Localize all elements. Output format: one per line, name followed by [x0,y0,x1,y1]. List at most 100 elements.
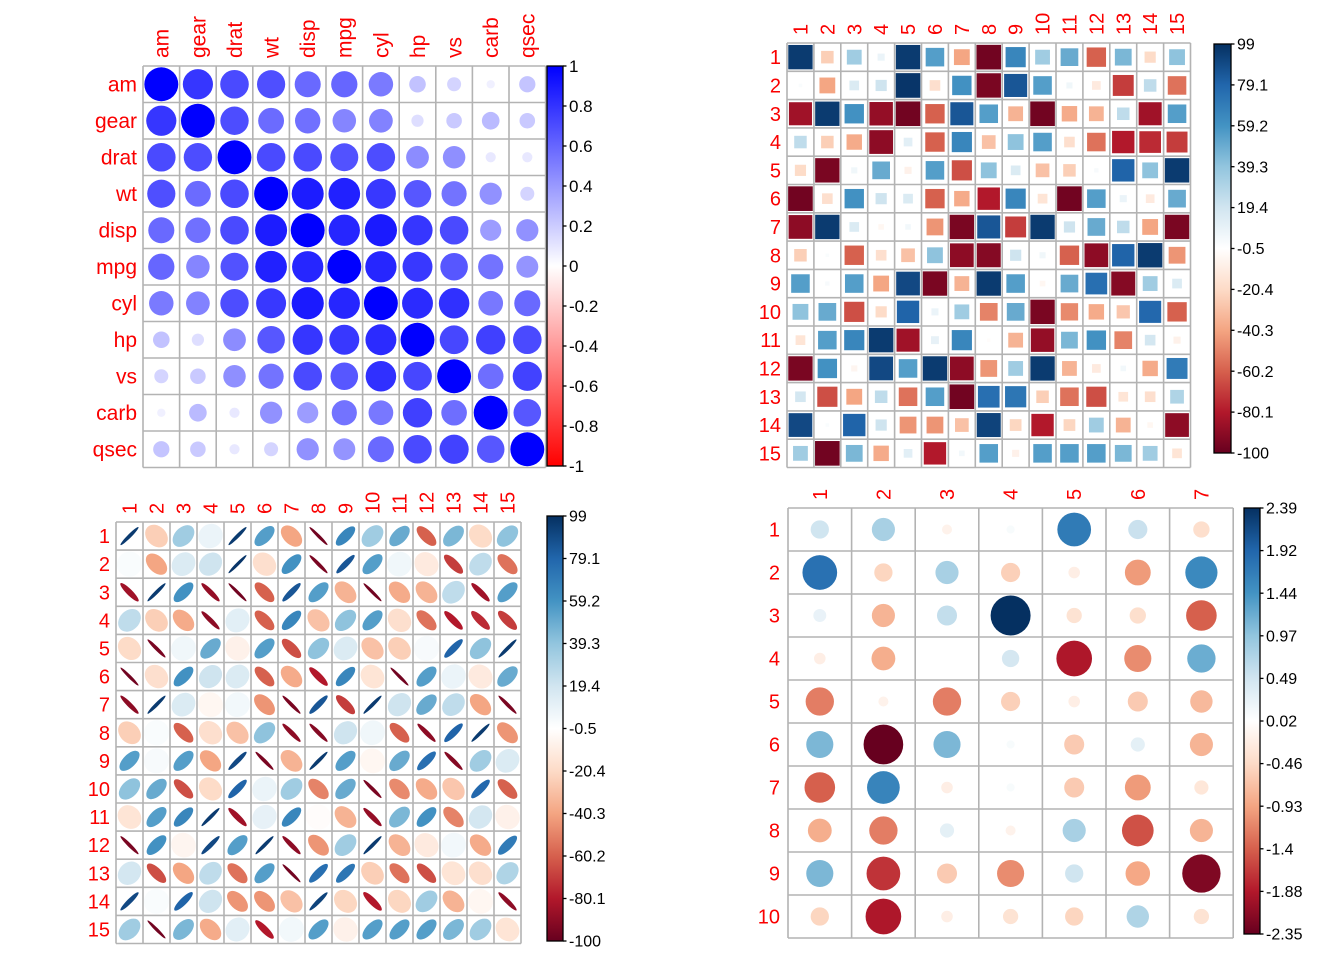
cell-ellipse [255,751,274,770]
cell-square [793,445,808,461]
cell-square [954,276,970,291]
cell-circle [217,140,252,175]
colorbar-tick-label: -1.4 [1266,841,1294,858]
cell-circle [865,898,902,935]
cell-square [1164,158,1190,183]
cell-ellipse [252,776,277,802]
cell-square [872,161,890,180]
cell-square [1088,304,1105,320]
col-label: 9 [1006,24,1028,35]
cell-square [1030,299,1055,325]
cell-circle [333,438,356,461]
cell-circle [1130,737,1145,752]
cell-ellipse [498,695,517,714]
cell-square [1063,221,1076,233]
cell-circle [476,325,506,355]
cell-ellipse [387,889,412,913]
cell-circle [402,215,433,246]
row-label: 6 [769,735,780,757]
cell-circle [330,362,359,391]
cell-ellipse [333,721,358,745]
cell-square [1086,47,1107,67]
cell-square [954,304,970,320]
cell-ellipse [360,748,385,774]
row-label: 7 [769,778,780,800]
cell-circle [1193,521,1210,538]
cell-ellipse [309,751,328,770]
cell-circle [1066,607,1082,624]
row-label: 5 [99,639,110,661]
cell-ellipse [497,722,518,744]
cell-ellipse [495,748,520,773]
cell-ellipse [198,692,223,718]
cell-ellipse [361,525,384,547]
cell-square [851,167,858,174]
cell-ellipse [146,835,167,856]
cell-square [1057,186,1082,211]
cell-circle [1062,818,1086,843]
cell-ellipse [255,836,274,855]
cell-square [895,73,921,98]
cell-circle [440,252,468,281]
cell-ellipse [497,582,518,603]
cell-ellipse [416,666,437,687]
cell-circle [400,322,435,357]
cell-ellipse [146,806,167,828]
cell-ellipse [335,778,356,800]
colorbar-tick-label: 1.92 [1266,543,1297,560]
col-label: 9 [336,503,358,514]
col-label: 15 [1167,13,1189,35]
cell-square [1033,132,1052,152]
cell-ellipse [117,636,142,661]
colorbar-tick-label: 79.1 [1237,78,1268,95]
cell-ellipse [280,749,303,772]
cell-circle [485,152,496,163]
cell-square [1087,444,1106,463]
cell-ellipse [498,639,517,658]
cell-circle [364,214,397,247]
cell-circle [477,363,504,390]
cell-ellipse [414,552,439,577]
cell-circle [369,108,393,133]
cell-square [878,224,884,230]
cell-ellipse [309,892,328,911]
cell-circle [481,111,500,130]
cell-circle [363,286,398,321]
cell-square [844,245,864,265]
cell-square [794,249,807,262]
cell-square [925,104,945,124]
cell-square [1165,413,1189,437]
cell-circle [442,145,466,169]
cell-ellipse [335,695,356,715]
colorbar-tick-label: -100 [569,934,601,951]
cell-square [1092,81,1101,90]
cell-square [1060,303,1079,321]
cell-square [817,386,838,407]
cell-ellipse [497,779,518,799]
cell-ellipse [228,526,247,546]
cell-square [843,413,866,437]
cell-square [822,193,833,204]
cell-ellipse [468,524,493,548]
cell-square [1166,131,1188,153]
cell-square [922,356,948,381]
cell-ellipse [254,610,275,631]
cell-square [977,385,1000,408]
row-label: am [108,74,137,97]
cell-ellipse [497,554,518,575]
cell-square [869,130,894,154]
cell-circle [184,180,211,207]
cell-ellipse [363,695,382,714]
cell-ellipse [416,610,437,631]
cell-square [1005,47,1026,68]
row-label: 9 [99,751,110,773]
cell-ellipse [280,525,303,547]
row-label: mpg [96,256,137,279]
cell-circle [813,609,827,622]
col-label: 8 [309,503,331,514]
cell-circle [1125,861,1151,886]
row-label: 10 [759,302,781,324]
cell-circle [366,143,396,172]
cell-ellipse [309,527,328,546]
cell-ellipse [173,722,194,743]
